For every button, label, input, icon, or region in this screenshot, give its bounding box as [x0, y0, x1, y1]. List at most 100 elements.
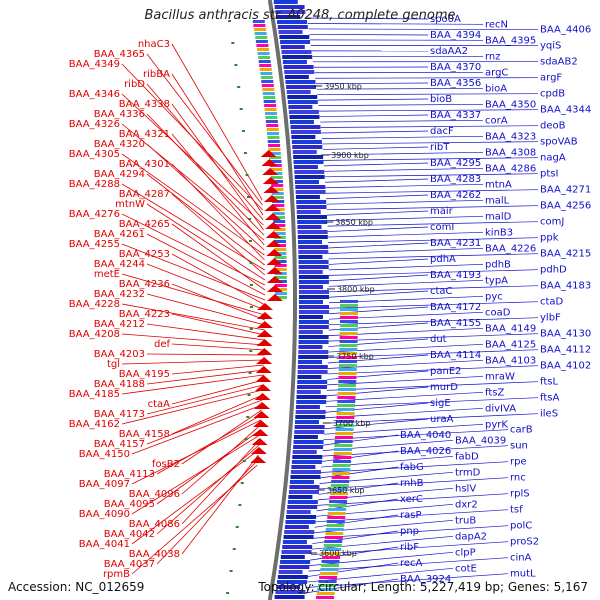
forward-gene-block	[276, 585, 301, 589]
forward-label-line	[320, 125, 539, 128]
reverse-label-line	[146, 323, 265, 341]
forward-label-line	[328, 242, 429, 249]
forward-gene-block	[276, 15, 301, 19]
inner-feature-block	[254, 28, 267, 31]
gene-label-forward: xerC	[400, 494, 423, 505]
forward-label-line	[327, 231, 484, 238]
reverse-gene-arrow	[253, 411, 270, 418]
gene-label-reverse: BAA_4113	[104, 469, 155, 480]
reverse-label-line	[121, 374, 264, 395]
gc-marker	[244, 438, 248, 440]
forward-label-line	[323, 151, 484, 156]
forward-gene-block	[283, 65, 314, 69]
reverse-label-line	[156, 414, 262, 475]
forward-label-line	[326, 210, 429, 216]
forward-gene-block	[291, 465, 316, 469]
accession-text: Accession: NC_012659	[8, 580, 145, 594]
forward-gene-block	[280, 45, 305, 49]
gene-label-reverse: nhaC3	[138, 39, 170, 50]
reverse-label-line	[131, 419, 262, 485]
forward-label-line	[305, 573, 509, 588]
reverse-label-line	[171, 253, 266, 306]
forward-gene-block	[297, 220, 328, 224]
inner-feature-block	[271, 196, 284, 199]
reverse-label-line	[146, 233, 266, 296]
gene-label-forward: BAA_4356	[430, 78, 481, 89]
inner-feature-block	[262, 92, 275, 95]
reverse-label-line	[146, 83, 264, 221]
gene-label-reverse: BAA_4203	[94, 349, 145, 360]
forward-gene-block	[293, 155, 324, 159]
inner-feature-block	[273, 216, 286, 219]
reverse-label-line	[171, 73, 264, 216]
inner-feature-block	[261, 80, 274, 83]
reverse-gene-arrow	[256, 321, 273, 328]
feature-band-block	[323, 548, 342, 551]
gene-label-forward: comI	[430, 222, 454, 233]
feature-band-block	[328, 508, 347, 511]
forward-label-line	[323, 429, 509, 441]
reverse-gene-arrow	[263, 186, 280, 193]
forward-label-line	[328, 258, 429, 265]
feature-band-block	[337, 404, 356, 407]
inner-feature-block	[257, 52, 270, 55]
forward-gene-block	[285, 80, 316, 84]
reverse-strand-label-lines	[121, 43, 266, 575]
inner-feature-block	[259, 68, 272, 71]
forward-gene-block	[295, 405, 320, 409]
gene-label-forward: rnz	[485, 51, 501, 62]
feature-band-block	[339, 336, 358, 339]
gene-label-forward: deoB	[540, 121, 566, 132]
reverse-label-line	[146, 263, 266, 311]
forward-gene-block	[299, 300, 323, 304]
gene-label-forward: BAA_4026	[400, 446, 451, 457]
inner-feature-block	[273, 224, 286, 227]
forward-label-line	[328, 285, 539, 293]
forward-gene-block	[297, 370, 328, 374]
forward-gene-block	[290, 470, 321, 474]
inner-feature-block	[261, 84, 274, 87]
gene-label-reverse: BAA_4265	[119, 219, 170, 230]
reverse-label-line	[156, 459, 259, 565]
gene-label-reverse: BAA_4042	[104, 529, 155, 540]
reverse-gene-arrow	[252, 429, 269, 436]
reverse-gene-arrow	[263, 195, 280, 202]
gene-label-forward: dacF	[430, 126, 454, 137]
gene-label-reverse: BAA_4162	[69, 419, 120, 430]
forward-gene-block	[292, 450, 317, 454]
gene-label-forward: argC	[485, 67, 508, 78]
gene-label-forward: malL	[485, 195, 510, 206]
gene-label-reverse: BAA_4338	[119, 99, 170, 110]
inner-feature-block	[268, 144, 281, 147]
tick-label: 3850 kbp	[335, 218, 373, 227]
forward-gene-block	[280, 40, 311, 44]
gc-marker	[248, 240, 252, 242]
feature-band-block	[339, 324, 358, 327]
gc-marker	[242, 460, 246, 462]
gene-label-forward: BAA_4231	[430, 238, 481, 249]
gene-label-reverse: BAA_4188	[94, 379, 145, 390]
forward-gene-block	[298, 355, 329, 359]
reverse-label-line	[181, 424, 261, 495]
feature-band-block	[335, 428, 354, 431]
reverse-label-line	[171, 193, 266, 276]
feature-band-block	[335, 424, 354, 427]
inner-feature-block	[273, 220, 286, 223]
feature-band-block	[336, 416, 355, 419]
feature-band-block	[339, 304, 358, 307]
gene-label-reverse: BAA_4157	[94, 439, 145, 450]
gene-label-forward: clpP	[455, 547, 476, 558]
gene-label-forward: BAA_3924	[400, 574, 451, 585]
feature-band-block	[329, 500, 348, 503]
feature-band-block	[325, 528, 344, 531]
forward-gene-block	[291, 140, 322, 144]
gene-label-forward: BAA_4337	[430, 110, 481, 121]
gene-label-reverse: BAA_4276	[69, 209, 120, 220]
gene-label-forward: cotE	[455, 563, 477, 574]
forward-gene-block	[292, 455, 323, 459]
gene-label-forward: BAA_4155	[430, 318, 481, 329]
forward-label-line	[328, 237, 539, 243]
tick-label: 3800 kbp	[337, 285, 375, 294]
forward-label-line	[315, 82, 429, 85]
reverse-gene-arrow	[256, 312, 273, 319]
